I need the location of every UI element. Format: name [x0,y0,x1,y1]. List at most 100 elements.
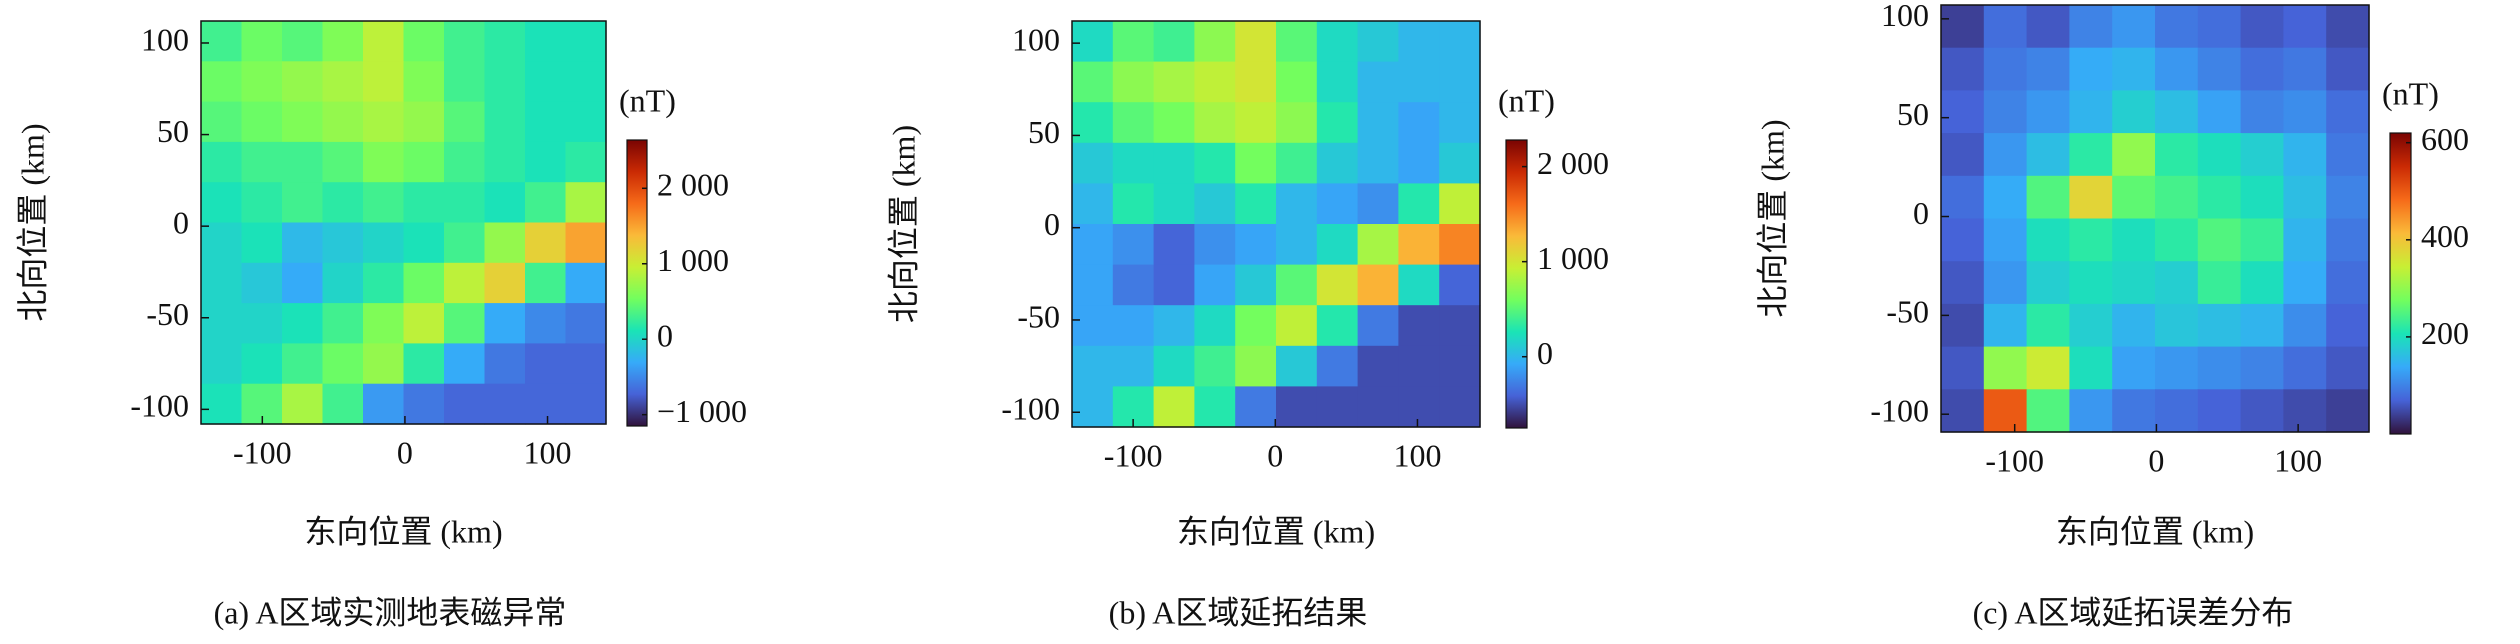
heat-cell [1398,183,1440,225]
heat-cell [282,61,324,103]
heat-cell [1235,102,1277,144]
heat-cell [1983,389,2028,433]
heat-cell [1153,345,1195,387]
heat-cell [2197,133,2242,177]
heat-cell [1316,224,1359,266]
panel-caption: (a) A区域实测地表磁异常 [214,594,567,630]
heat-cell [1276,102,1318,144]
heat-cell [1235,305,1277,347]
heat-cell [1153,61,1195,103]
heat-cell [565,182,607,224]
y-axis-label: 北向位置 (km) [885,125,921,323]
heat-cell [2326,389,2370,433]
heat-cell [1983,218,2028,262]
heat-cell [282,101,324,143]
heat-cell [1398,345,1440,387]
heat-cell [241,21,283,62]
heat-cell [1153,21,1195,63]
heat-cell [484,262,526,304]
heat-cell [565,21,607,62]
heat-cell [2026,389,2070,433]
y-tick-label: 0 [1913,195,1929,231]
heat-cell [1983,346,2028,390]
heat-cell [525,61,567,103]
heat-cell [1439,386,1481,428]
heat-cell [2326,346,2370,390]
colorbar-label: (nT) [619,82,676,118]
heat-cell [322,303,364,344]
heat-cell [1439,142,1481,184]
heat-cell [241,182,283,224]
heat-cell [322,141,364,183]
heat-cell [1941,175,1985,220]
heat-cell [282,262,324,304]
heat-cell [525,141,567,183]
heat-cell [2197,261,2242,305]
heat-cell [1983,303,2028,348]
heat-cell [1357,224,1399,266]
heat-cell [2112,303,2156,348]
heat-cell [1072,345,1114,387]
heat-cell [2326,303,2370,348]
y-tick-label: 50 [157,113,189,149]
heat-cell [1112,305,1155,347]
heat-cell [1153,224,1195,266]
heat-cell [1235,142,1277,184]
heat-cell [565,303,607,344]
heat-cell [201,222,243,264]
heat-cell [2069,261,2113,305]
colorbar-tick-label: 2 000 [1537,145,1609,181]
heat-cell [1194,305,1236,347]
x-tick-label: -100 [233,434,292,470]
heat-cell [1194,264,1236,306]
heat-cell [1194,345,1236,387]
heat-cell [2155,218,2199,262]
heat-cell [1316,305,1359,347]
heat-cell [2112,389,2156,433]
heat-cell [1316,21,1359,63]
heat-cell [1941,47,1985,91]
heat-cell [1439,264,1481,306]
heat-cell [525,303,567,344]
heat-cell [1398,305,1440,347]
heat-cell [2197,47,2242,91]
heat-cell [525,182,567,224]
heat-cell [2112,47,2156,91]
heat-cell [2283,346,2327,390]
heat-cell [363,101,405,143]
x-tick-label: 0 [2148,442,2164,478]
heat-cell [565,101,607,143]
heat-cell [403,383,445,425]
heat-cell [2240,389,2284,433]
heat-cell [2240,175,2284,220]
y-tick-label: 50 [1897,96,1929,132]
heat-cell [525,21,567,62]
heat-cell [484,343,526,385]
y-tick-label: 0 [173,205,189,241]
heat-cell [525,101,567,143]
heat-cell [1941,346,1985,390]
x-axis-label: 东向位置 (km) [304,513,502,549]
heat-cell [2197,218,2242,262]
colorbar-tick-label: 0 [657,318,673,354]
heat-cell [2112,175,2156,220]
heat-cell [1357,61,1399,103]
heat-cell [1194,61,1236,103]
heat-cell [2240,303,2284,348]
heat-cell [484,182,526,224]
y-tick-label: 100 [1012,21,1060,57]
heat-cell [1316,386,1359,428]
heat-cell [2197,5,2242,49]
heat-cell [1112,264,1155,306]
heat-cell [484,141,526,183]
heat-cell [1112,21,1155,63]
heat-cell [525,222,567,264]
x-tick-label: 0 [397,434,413,470]
heat-cell [241,141,283,183]
heat-cell [1941,133,1985,177]
heat-cell [1276,345,1318,387]
heat-cell [1357,305,1399,347]
heat-cell [1357,142,1399,184]
heat-cell [201,141,243,183]
heat-cell [525,262,567,304]
